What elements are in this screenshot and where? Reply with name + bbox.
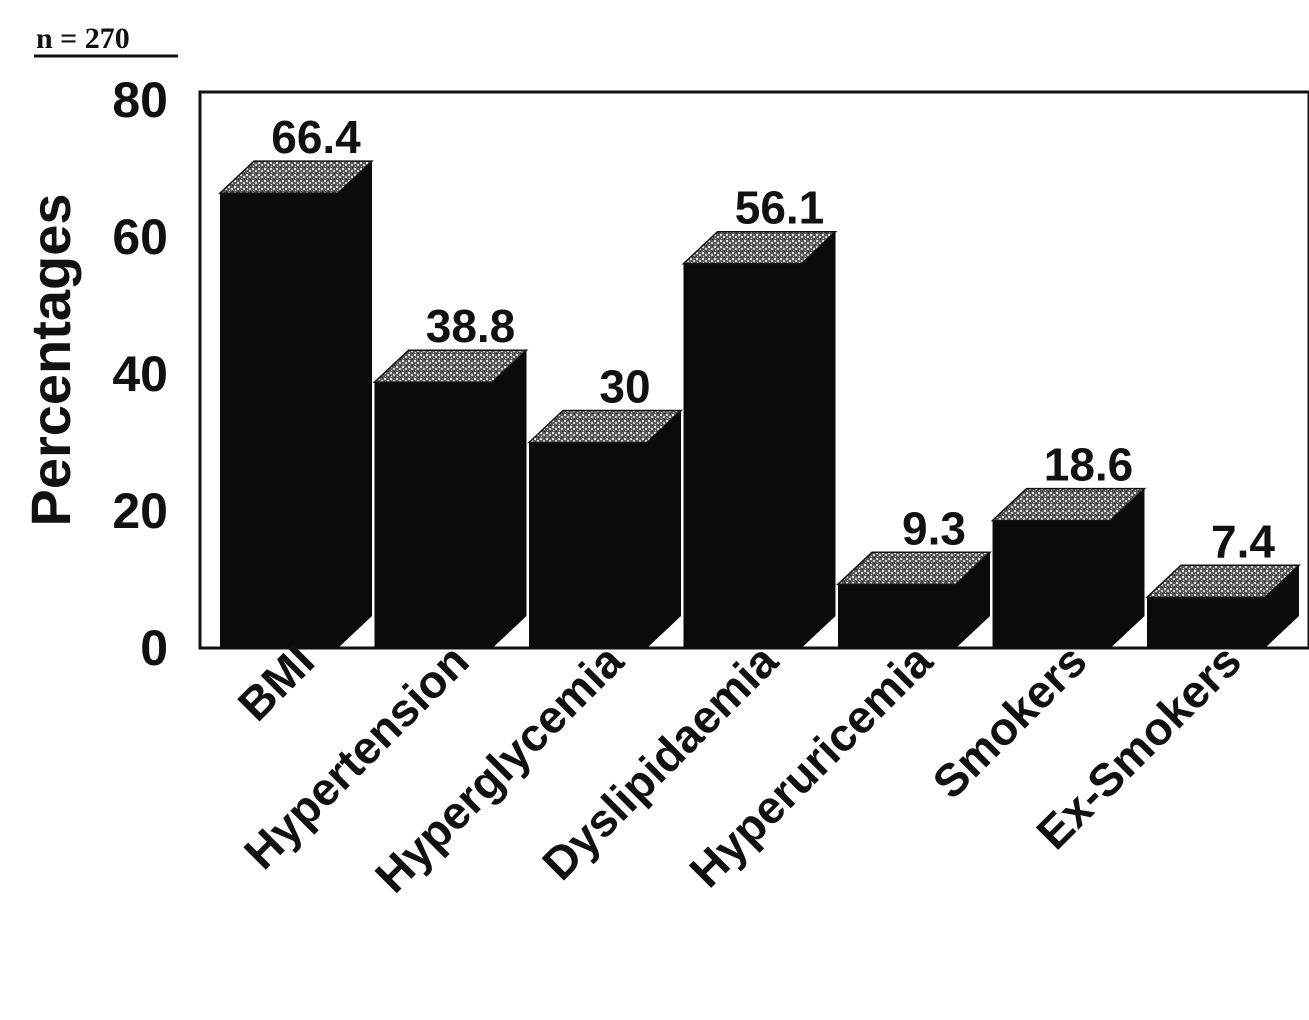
bar-side: [956, 552, 990, 648]
bar-bmi: [218, 160, 374, 648]
value-label: 38.8: [426, 300, 516, 352]
bar-top: [1145, 564, 1301, 599]
bar-front: [374, 382, 493, 648]
bars: [218, 160, 1301, 648]
bar-side: [647, 410, 681, 648]
value-label: 30: [599, 361, 650, 413]
bar-front: [529, 442, 647, 648]
bar-top: [681, 230, 838, 265]
bar-side: [492, 350, 527, 648]
y-axis-ticks: 0 20 40 60 80: [112, 72, 168, 676]
bar-side: [1110, 488, 1145, 648]
bar-side: [1265, 565, 1299, 648]
bar-top: [836, 551, 992, 586]
value-label: 18.6: [1044, 439, 1134, 491]
bar-hyperuricemia: [836, 551, 992, 648]
x-axis-tick-labels: BMIHypertensionHyperglycemiaDyslipidaemi…: [228, 634, 1251, 902]
bar-dyslipidaemia: [681, 230, 838, 648]
bar-hyperglycemia: [527, 409, 683, 648]
sample-size-annotation: n = 270: [36, 22, 130, 55]
bar-front: [683, 263, 802, 648]
bar-front: [220, 193, 338, 648]
y-tick-label: 0: [140, 620, 168, 676]
bar-hypertension: [372, 349, 529, 648]
y-tick-label: 40: [112, 346, 168, 402]
value-labels: 66.4 38.8 30 56.1 9.3 18.6 7.4: [271, 111, 1275, 567]
y-tick-label: 80: [112, 72, 168, 128]
value-label: 56.1: [735, 182, 825, 234]
bar-top: [218, 160, 374, 194]
bar-side: [801, 231, 836, 648]
bar-front: [992, 520, 1111, 648]
y-tick-label: 20: [112, 483, 168, 539]
value-label: 7.4: [1211, 515, 1275, 567]
value-label: 66.4: [271, 111, 361, 163]
bar-front: [1147, 597, 1265, 648]
bar-side: [338, 161, 372, 648]
y-axis-label: Percentages: [19, 193, 82, 526]
bar-top: [372, 349, 529, 383]
bar-top: [527, 409, 683, 444]
bar-smokers: [990, 487, 1147, 648]
bar-front: [838, 584, 956, 648]
value-label: 9.3: [902, 502, 966, 554]
y-tick-label: 60: [112, 209, 168, 265]
bar-ex-smokers: [1145, 564, 1301, 648]
bar-top: [990, 487, 1147, 522]
